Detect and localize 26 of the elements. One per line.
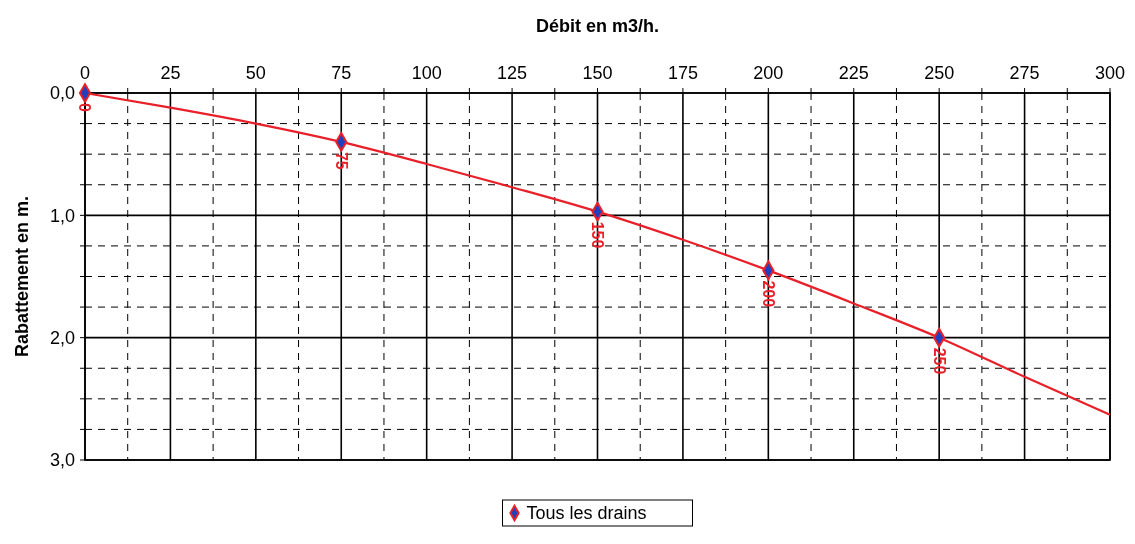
x-tick-label: 250: [924, 63, 955, 83]
x-axis-title: Débit en m3/h.: [535, 16, 660, 36]
x-tick-label: 275: [1009, 63, 1040, 83]
y-axis-title: Rabattement en m.: [12, 195, 32, 358]
annotation: 250: [930, 347, 948, 375]
x-tick-label: 200: [753, 63, 784, 83]
y-tick-label: 1,0: [49, 205, 75, 226]
annotation: 0: [76, 103, 94, 112]
y-tick-label: 3,0: [49, 450, 75, 471]
annotation: 75: [332, 151, 350, 170]
x-tick-label: 75: [331, 63, 352, 83]
x-tick-label: 175: [667, 63, 698, 83]
legend-label: Tous les drains: [526, 503, 647, 523]
x-tick-label: 100: [411, 63, 442, 83]
point: [78, 83, 92, 103]
annotation: 200: [759, 280, 777, 308]
x-tick-label: 25: [160, 63, 181, 83]
x-tick-label: 50: [245, 63, 266, 83]
x-tick-label: 125: [497, 63, 528, 83]
x-tick-label: 300: [1094, 63, 1126, 83]
x-tick-label: 150: [582, 63, 613, 83]
y-tick-label: 2,0: [49, 327, 75, 348]
x-tick-label: 0: [79, 63, 91, 83]
y-tick-label: 0,0: [49, 83, 75, 104]
annotation: 150: [588, 221, 606, 249]
x-tick-label: 225: [838, 63, 869, 83]
